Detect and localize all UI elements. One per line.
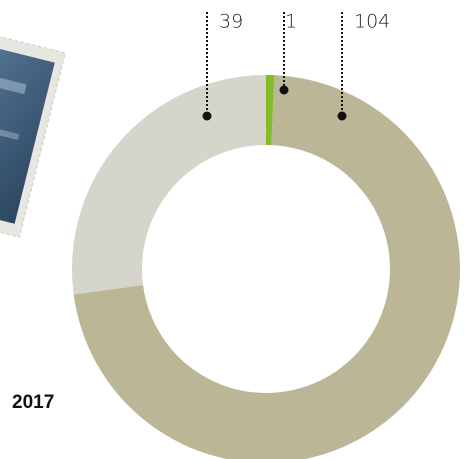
donut-segment <box>266 75 275 146</box>
value-label: 39 <box>219 11 243 33</box>
leader-dot <box>337 111 347 121</box>
chart-title: 2017 <box>12 392 54 413</box>
donut-segment <box>73 75 460 459</box>
leader-dot <box>279 85 289 95</box>
value-label: 1 <box>285 11 297 33</box>
value-label: 104 <box>354 11 390 33</box>
leader-dot <box>202 111 212 121</box>
donut-segment <box>72 75 267 295</box>
stamp-image <box>0 28 67 238</box>
